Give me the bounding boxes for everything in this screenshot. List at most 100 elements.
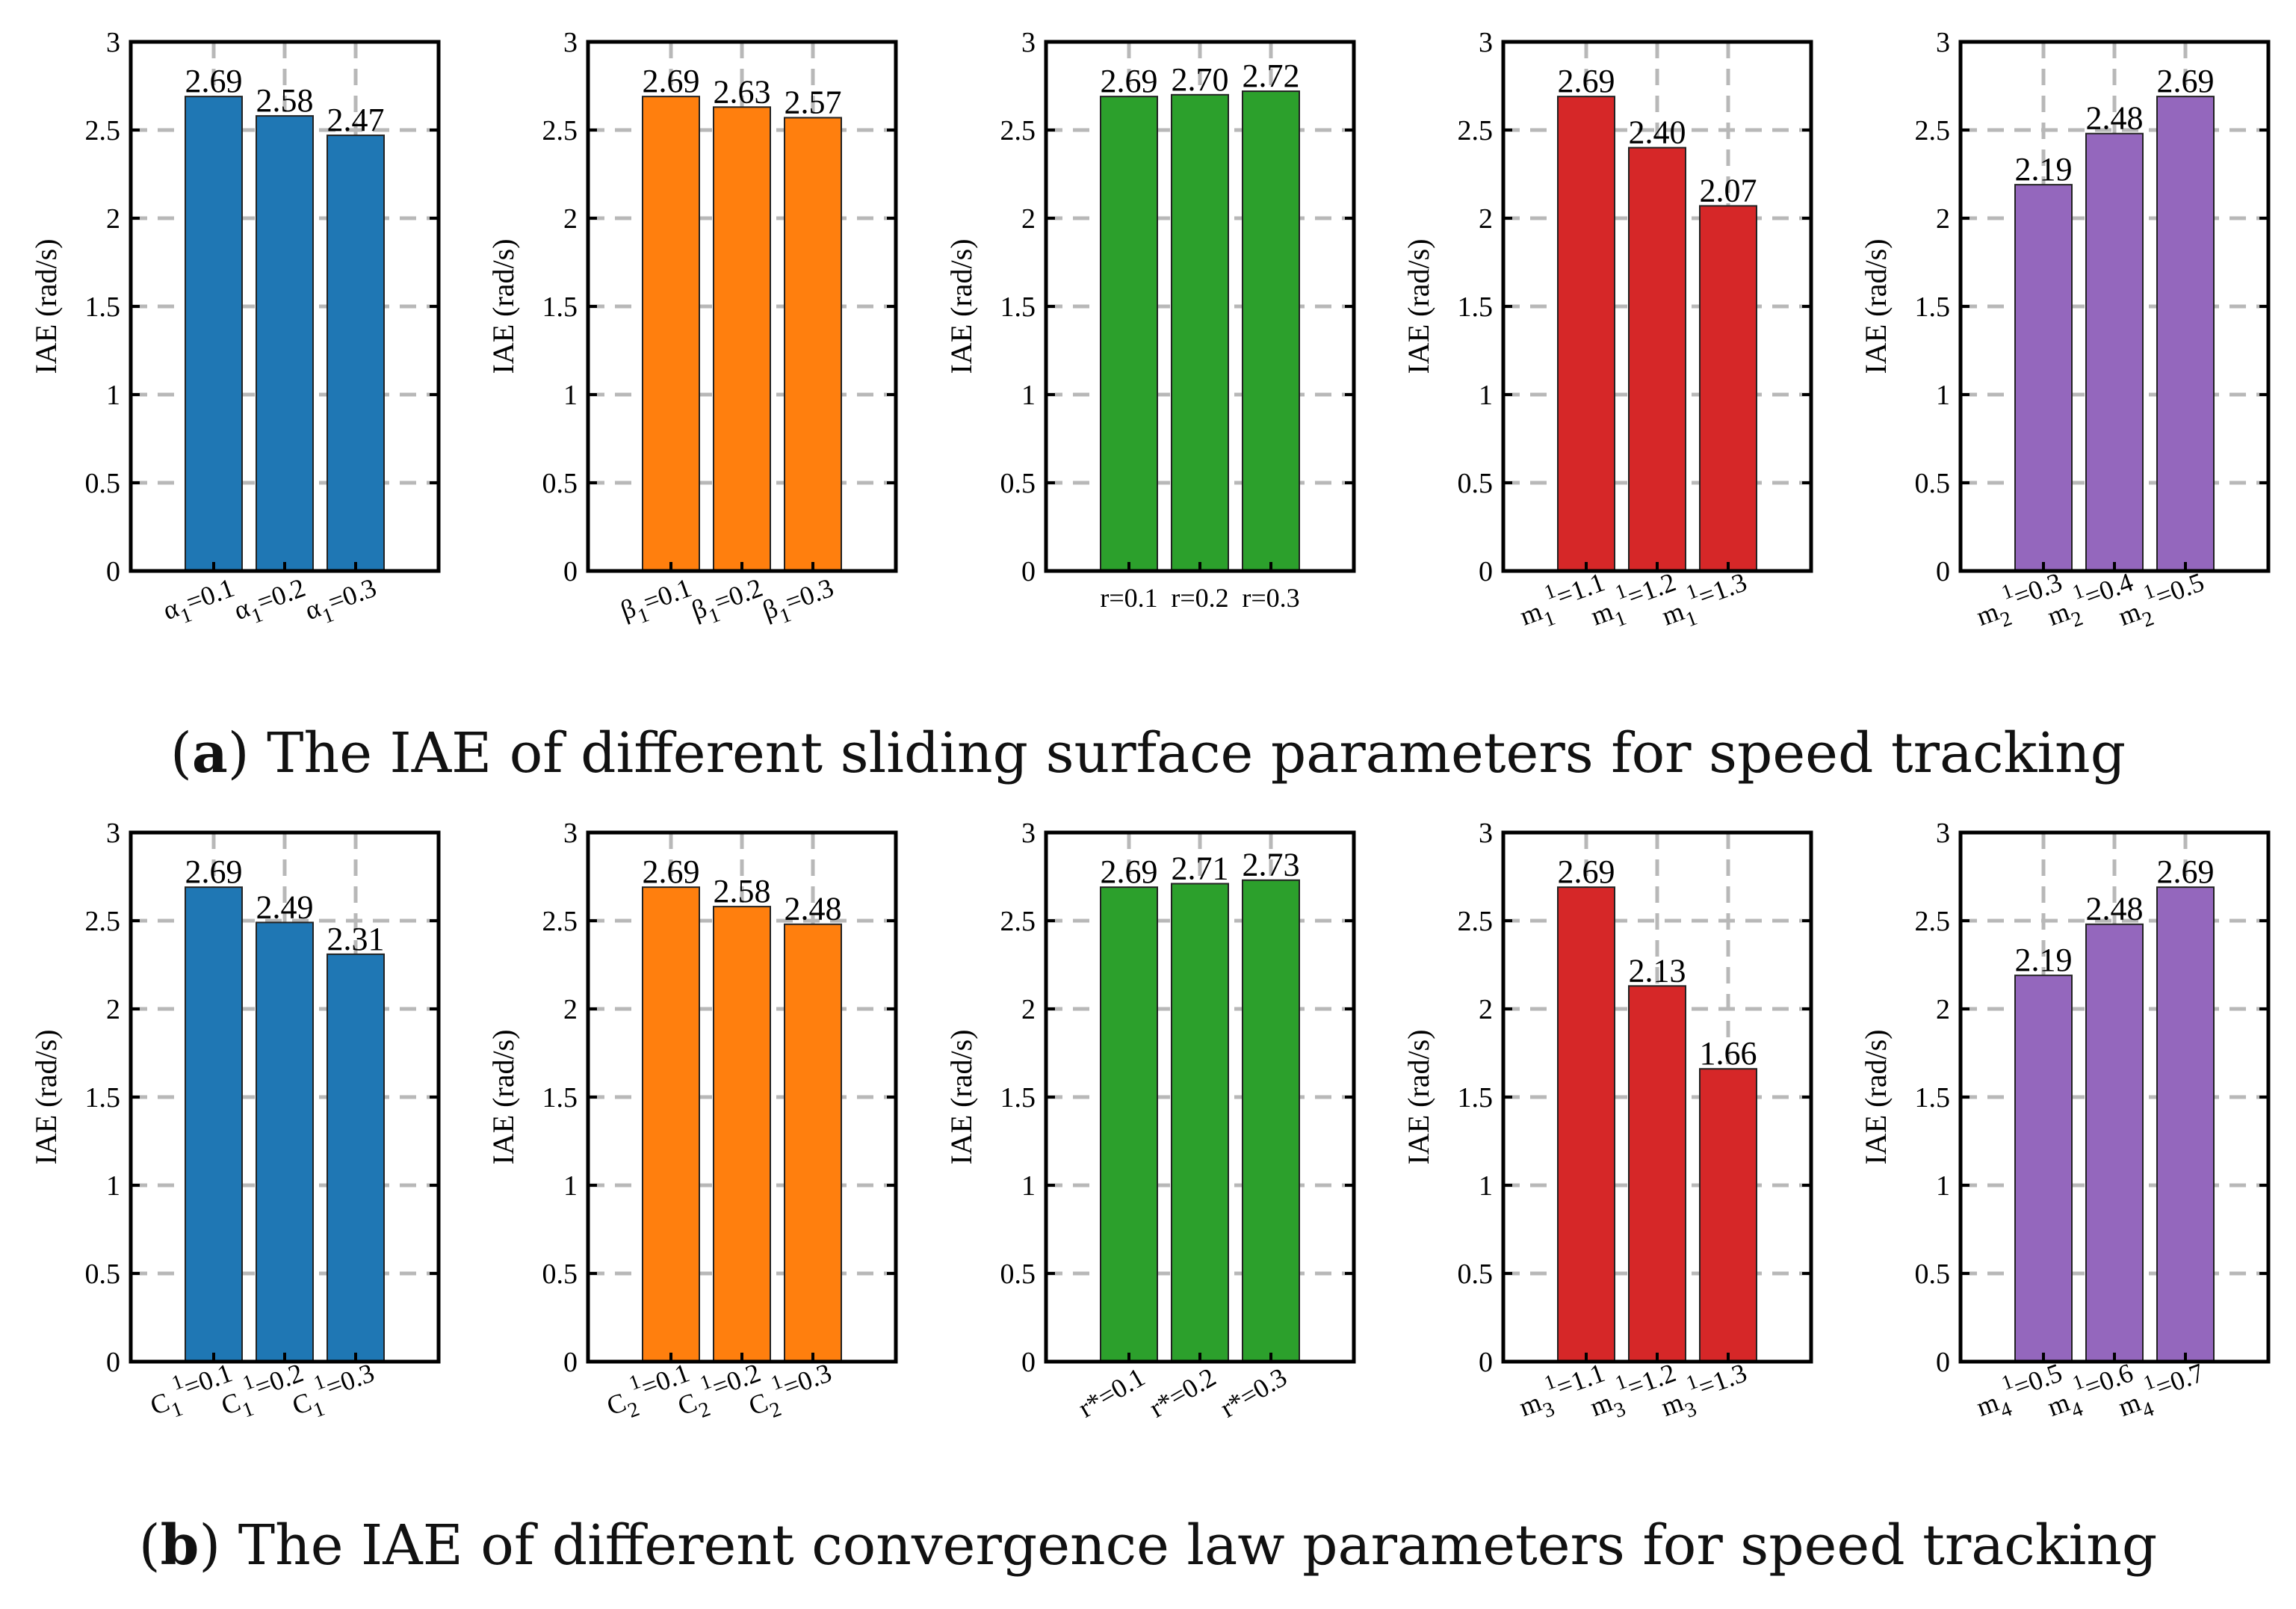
y-tick-label: 1.5 [85, 291, 121, 323]
y-tick-label: 2.5 [85, 115, 121, 146]
y-tick-label: 1.5 [1458, 1082, 1494, 1114]
data-label: 2.57 [785, 84, 842, 120]
y-tick-label: 0 [1021, 1347, 1036, 1378]
y-tick-label: 3 [1479, 818, 1493, 849]
bar [2085, 923, 2144, 1362]
caption-a-text: The IAE of different sliding surface par… [267, 721, 2126, 785]
bar [1100, 96, 1158, 572]
y-tick-label: 1.5 [1915, 1082, 1951, 1114]
data-label: 2.69 [1558, 853, 1615, 890]
y-tick-label: 2.5 [1000, 906, 1036, 937]
y-tick-label: 2 [563, 994, 578, 1025]
y-tick-label: 1 [1021, 1170, 1036, 1202]
bar [1171, 883, 1229, 1362]
bar [1699, 205, 1757, 572]
data-label: 2.48 [2086, 891, 2144, 927]
y-axis-label: IAE (rad/s) [1859, 1029, 1893, 1164]
y-tick-label: 0.5 [542, 468, 578, 499]
bar [713, 106, 771, 572]
y-tick-label: 2 [1936, 994, 1950, 1025]
bar [1628, 146, 1686, 572]
data-label: 2.48 [2086, 100, 2144, 137]
y-tick-label: 1.5 [1915, 291, 1951, 323]
y-tick-label: 0.5 [1000, 468, 1036, 499]
data-label: 2.58 [256, 82, 314, 119]
data-label: 2.69 [643, 63, 700, 99]
bar [2156, 96, 2215, 572]
caption-a: (a) The IAE of different sliding surface… [170, 721, 2126, 785]
y-tick-label: 3 [1936, 27, 1950, 58]
bar [784, 923, 842, 1362]
y-tick-label: 0.5 [1458, 468, 1494, 499]
y-tick-label: 0.5 [1915, 468, 1951, 499]
y-tick-label: 0 [106, 556, 120, 587]
bar [1557, 96, 1615, 572]
y-tick-label: 0.5 [85, 1259, 121, 1290]
y-axis-label: IAE (rad/s) [29, 238, 63, 374]
y-tick-label: 3 [1479, 27, 1493, 58]
bar [642, 886, 700, 1363]
data-label: 2.69 [2157, 853, 2215, 890]
x-tick-label: α1=0.2 [230, 572, 312, 634]
y-tick-label: 0 [1021, 556, 1036, 587]
bar [256, 921, 314, 1362]
bar [1171, 93, 1229, 572]
data-label: 2.69 [185, 853, 243, 890]
data-label: 2.72 [1243, 58, 1300, 94]
y-tick-label: 3 [106, 27, 120, 58]
y-tick-label: 1 [563, 380, 578, 411]
data-label: 2.19 [2015, 151, 2073, 188]
data-label: 2.49 [256, 889, 314, 925]
data-label: 2.73 [1243, 847, 1300, 883]
y-tick-label: 1 [1479, 1170, 1493, 1202]
bar [2014, 184, 2073, 572]
bar [185, 886, 243, 1363]
y-axis-label: IAE (rad/s) [1402, 1029, 1435, 1164]
data-label: 2.47 [327, 102, 385, 138]
x-tick-label: r=0.3 [1242, 583, 1299, 613]
x-tick-label: r=0.2 [1171, 583, 1228, 613]
data-label: 2.63 [714, 73, 771, 110]
y-tick-label: 2 [1936, 203, 1950, 235]
bar [2085, 132, 2144, 572]
bar [2014, 975, 2073, 1363]
y-tick-label: 0 [1936, 1347, 1950, 1378]
chart-panel-a3: 2.69 2.70 2.72 0 0.5 1 1.5 2 2.5 3 IAE (rad/s) r=0.… [944, 27, 1356, 613]
y-tick-label: 1 [106, 380, 120, 411]
chart-panel-a1: 2.69 2.58 2.47 0 0.5 1 1.5 2 2.5 3 IAE (rad/s) α1=0… [29, 27, 441, 634]
y-axis-label: IAE (rad/s) [1402, 238, 1435, 374]
bar [784, 117, 842, 572]
bar [1242, 90, 1300, 572]
x-tick-label: r*=0.1 [1073, 1362, 1150, 1423]
y-tick-label: 2 [1479, 203, 1493, 235]
data-label: 2.07 [1700, 172, 1757, 209]
y-tick-label: 0 [1479, 1347, 1493, 1378]
y-tick-label: 1 [1021, 380, 1036, 411]
y-tick-label: 2.5 [1458, 906, 1494, 937]
data-label: 2.58 [714, 873, 771, 909]
y-tick-label: 2.5 [1000, 115, 1036, 146]
y-tick-label: 1.5 [542, 1082, 578, 1114]
data-label: 2.31 [327, 921, 385, 957]
bar [642, 96, 700, 572]
y-tick-label: 0.5 [542, 1259, 578, 1290]
y-tick-label: 0 [106, 1347, 120, 1378]
x-tick-label: β1=0.3 [758, 572, 840, 633]
x-tick-label: α1=0.3 [301, 572, 383, 634]
data-label: 2.19 [2015, 942, 2073, 978]
chart-panel-a2: 2.69 2.63 2.57 0 0.5 1 1.5 2 2.5 3 IAE (rad/s) β1=0… [486, 27, 898, 633]
y-tick-label: 1.5 [1458, 291, 1494, 323]
y-tick-label: 2.5 [542, 906, 578, 937]
y-tick-label: 2 [563, 203, 578, 235]
y-tick-label: 1 [106, 1170, 120, 1202]
data-label: 2.69 [1101, 853, 1158, 890]
y-axis-label: IAE (rad/s) [944, 238, 978, 374]
x-tick-label: α1=0.1 [159, 572, 241, 634]
bar [256, 115, 314, 572]
